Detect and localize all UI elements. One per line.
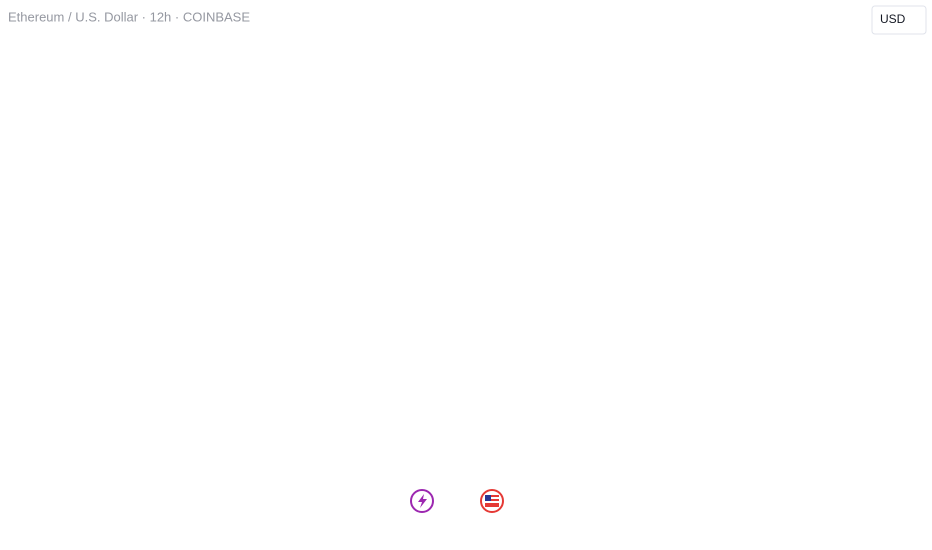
currency-box[interactable]: [871, 5, 927, 35]
flag-canton: [485, 495, 491, 501]
chart-title: Ethereum / U.S. Dollar · 12h · COINBASE: [8, 9, 250, 24]
currency[interactable]: USD: [880, 12, 906, 26]
flag-stripe: [485, 501, 499, 503]
flag-stripe: [485, 497, 499, 499]
event-icons[interactable]: [410, 489, 504, 513]
lightning: [418, 494, 427, 508]
